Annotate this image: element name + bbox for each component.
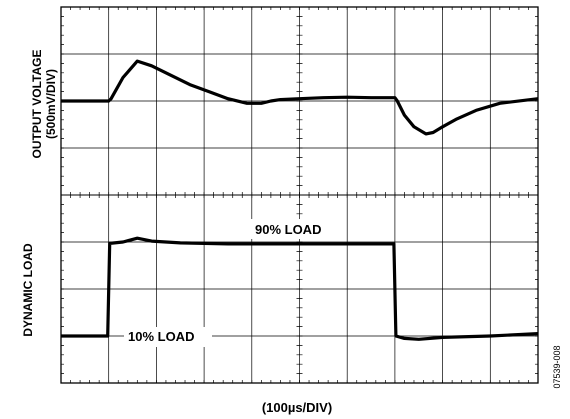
label-10-load: 10% LOAD [128,329,194,344]
top-y-axis-label-line1: OUTPUT VOLTAGE [30,50,44,159]
label-90-load: 90% LOAD [255,222,321,237]
plot-frame [60,6,539,384]
traces [61,59,539,341]
output-voltage-trace [61,59,539,136]
label-10-load-bg [124,327,212,347]
top-y-axis-label-line2: (500mV/DIV) [44,69,58,139]
bottom-y-axis-label: DYNAMIC LOAD [21,243,35,337]
figure-id: 07539-008 [552,345,562,388]
dynamic-load-trace [61,236,539,341]
x-axis-label: (100µs/DIV) [262,400,332,415]
label-90-load-bg [250,219,336,239]
